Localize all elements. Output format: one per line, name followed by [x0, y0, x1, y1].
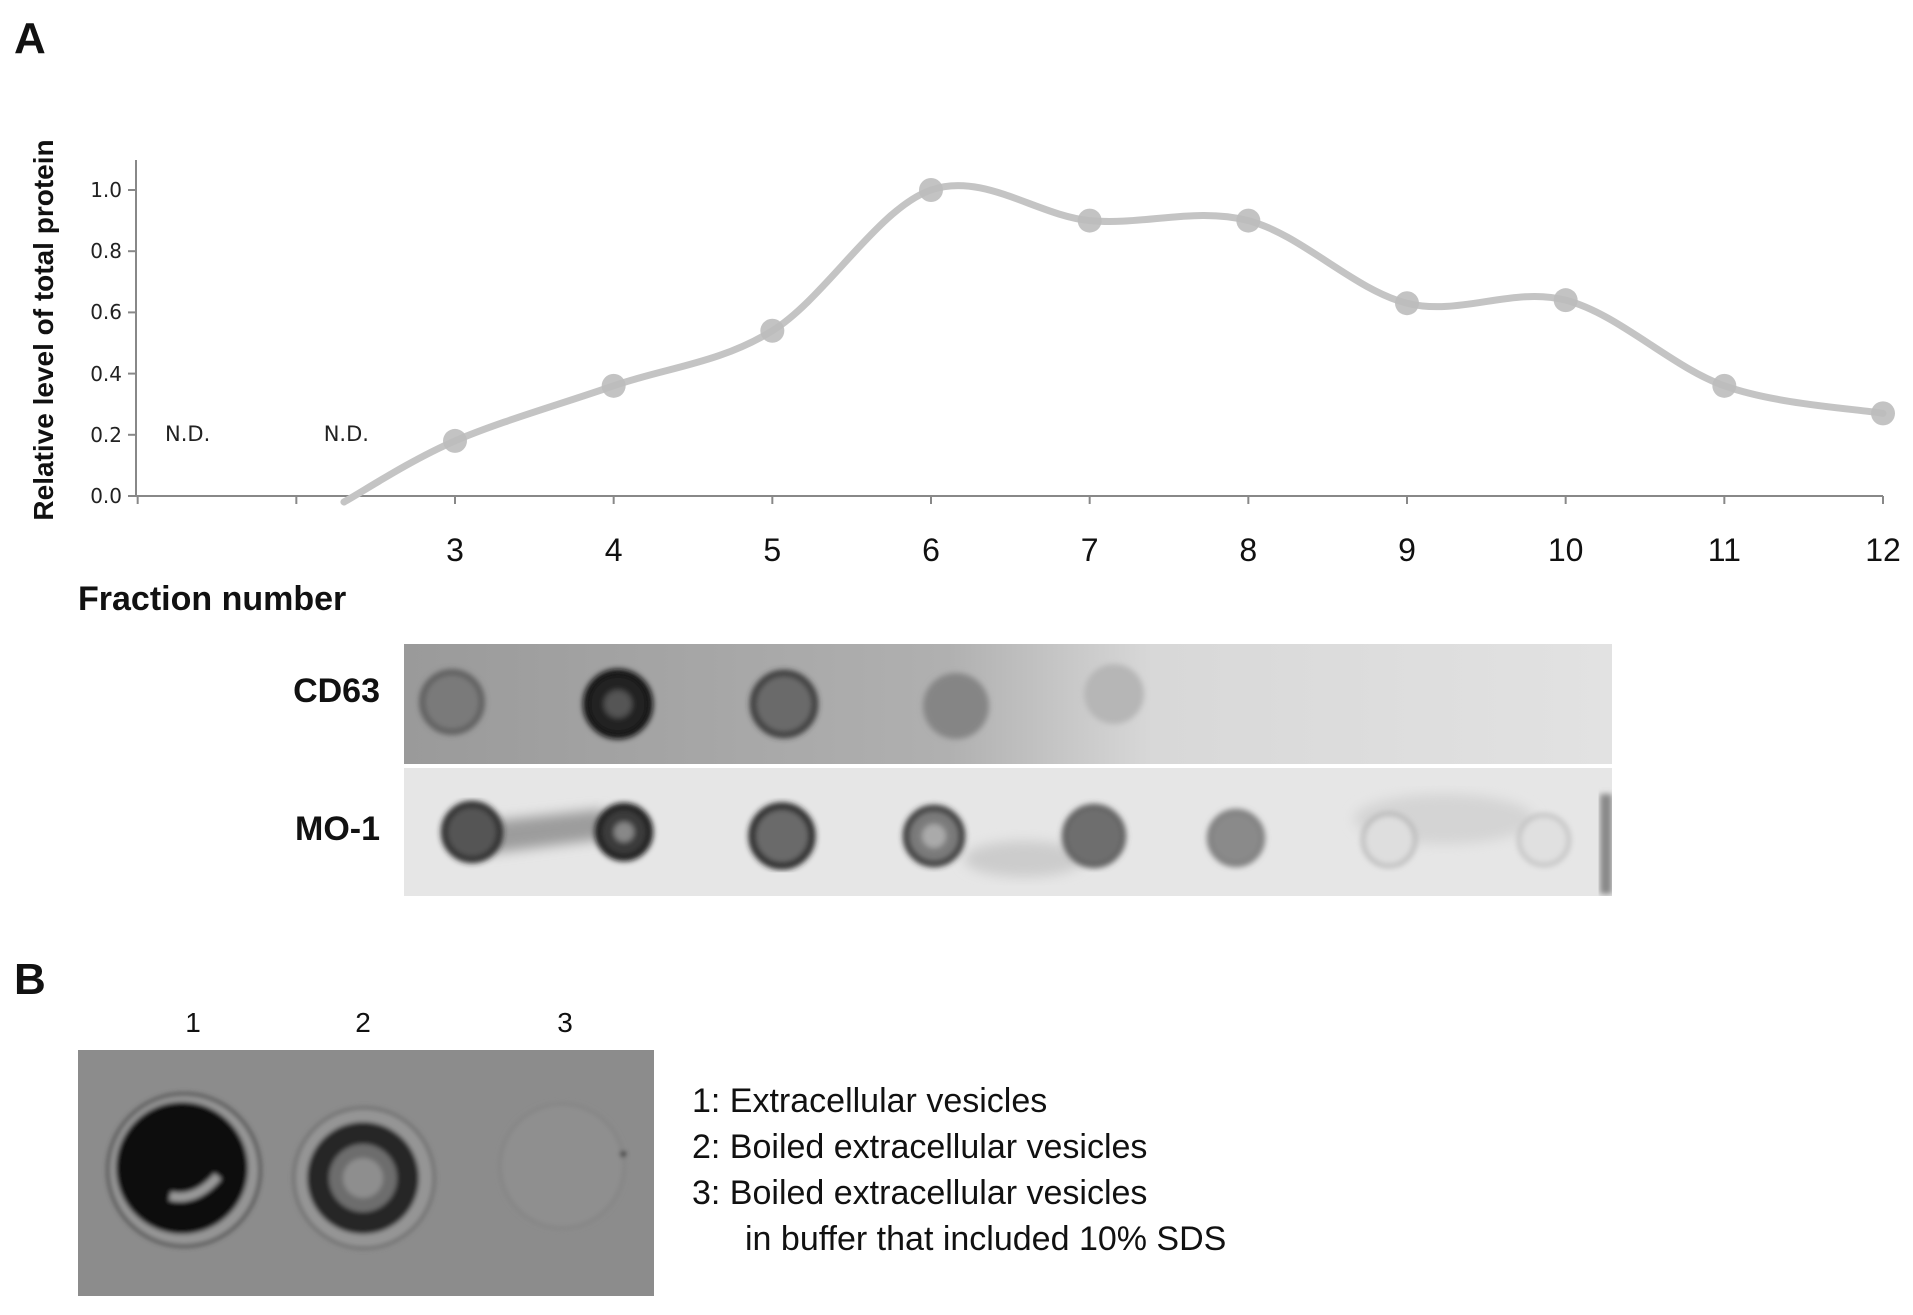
y-tick-label: 0.6 [90, 300, 122, 325]
series-line [340, 182, 1887, 506]
x-tick-label: 11 [1707, 532, 1741, 568]
blot-label-mo1: MO-1 [295, 810, 380, 848]
data-point-12 [1871, 401, 1895, 426]
x-tick-label: 5 [763, 532, 782, 568]
mo1-dot-10 [1517, 813, 1571, 867]
cd63-dot-7 [1084, 664, 1144, 724]
nd-label: N.D. [323, 422, 369, 446]
legend-line-4: in buffer that included 10% SDS [745, 1220, 1227, 1258]
y-tick-label: 0.0 [90, 484, 122, 508]
x-tick-label: 8 [1239, 532, 1258, 568]
x-tick-label: 4 [604, 532, 623, 568]
mo1-dot-5 [748, 802, 816, 870]
panel-b-letter: B [14, 955, 46, 1004]
legend-line-2: 2: Boiled extracellular vesicles [692, 1128, 1148, 1166]
cd63-dot-6 [923, 673, 989, 739]
x-tick-label: 10 [1547, 532, 1584, 568]
y-tick-label: 0.4 [90, 361, 122, 386]
legend-line-3: 3: Boiled extracellular vesicles [692, 1174, 1148, 1212]
cd63-dot-3 [419, 669, 485, 735]
mo1-dot-7 [1062, 804, 1126, 868]
x-tick-label: 12 [1865, 532, 1901, 568]
lane-label-3: 3 [557, 1007, 573, 1038]
data-point-10 [1553, 288, 1578, 313]
lane-label-2: 2 [355, 1007, 371, 1038]
line-chart [128, 160, 1895, 506]
panel-b-blot-image [78, 1050, 654, 1296]
x-tick-label: 6 [922, 532, 940, 568]
data-point-7 [1077, 208, 1102, 233]
x-tick-label: 3 [446, 532, 464, 568]
panel-b-dot-3 [498, 1102, 626, 1230]
mo1-dot-9 [1361, 812, 1417, 868]
y-tick-label: 0.8 [90, 239, 122, 264]
y-tick-label: 1.0 [90, 178, 122, 202]
x-tick-label: 7 [1080, 532, 1099, 568]
data-point-3 [443, 428, 467, 453]
lane-label-1: 1 [185, 1007, 201, 1038]
mo1-dot-8 [1207, 809, 1265, 867]
legend-line-1: 1: Extracellular vesicles [692, 1082, 1048, 1120]
blot-label-cd63: CD63 [293, 672, 380, 710]
x-axis-label: Fraction number [78, 580, 347, 618]
nd-label: N.D. [165, 422, 211, 446]
data-point-8 [1236, 208, 1261, 233]
data-point-5 [760, 318, 785, 343]
panel-b-dot-1 [116, 1102, 248, 1234]
y-tick-label: 0.2 [90, 422, 122, 447]
data-point-4 [601, 373, 626, 398]
data-point-6 [919, 178, 943, 202]
cd63-dot-5 [750, 670, 818, 738]
panel-a-letter: A [14, 14, 46, 63]
data-point-11 [1712, 373, 1737, 398]
dot-blot-image [404, 644, 1612, 896]
mo1-dot-3 [441, 801, 503, 863]
x-tick-label: 9 [1398, 532, 1416, 568]
data-point-9 [1395, 291, 1419, 316]
